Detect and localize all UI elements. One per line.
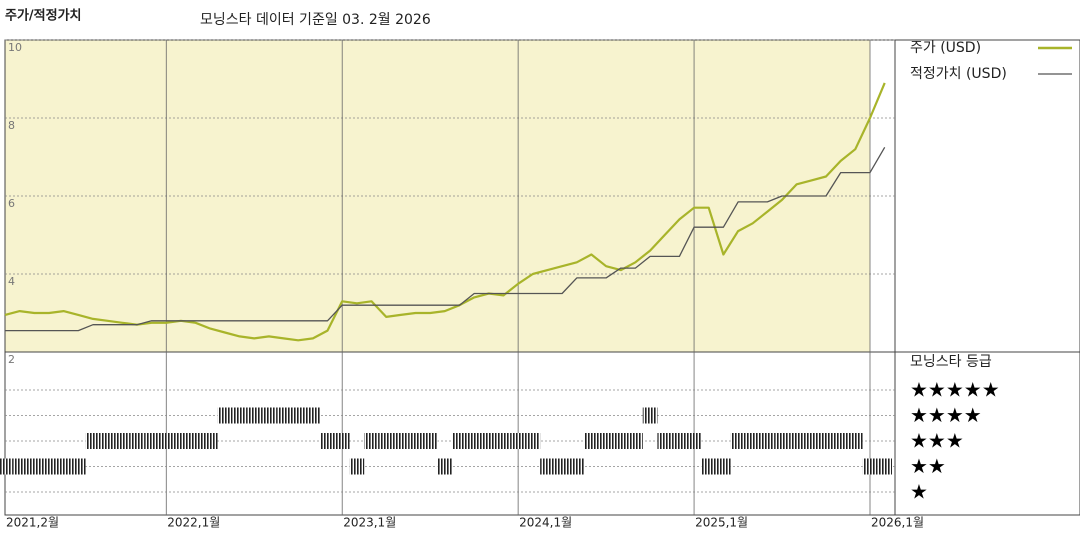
rating-bar <box>613 433 629 449</box>
x-tick-label: 2023,1월 <box>343 516 396 530</box>
x-tick-label: 2024,1월 <box>519 516 572 530</box>
rating-bar <box>364 433 379 449</box>
rating-bar <box>100 433 115 449</box>
rating-bar <box>716 458 731 475</box>
legend-label: 적정가치 (USD) <box>910 66 1007 82</box>
rating-bar <box>818 433 834 449</box>
rating-bar <box>320 433 335 449</box>
rating-bar <box>628 433 643 449</box>
x-tick-label: 2025,1월 <box>695 516 748 530</box>
rating-bar <box>114 433 130 449</box>
rating-bar <box>202 433 218 449</box>
rating-bar <box>12 458 27 475</box>
rating-level-label: ★★★★ <box>910 403 982 427</box>
y-tick-label: 10 <box>8 41 22 54</box>
rating-bar <box>305 407 321 424</box>
rating-bar <box>70 458 86 475</box>
rating-bar <box>217 407 233 424</box>
rating-bar <box>158 433 174 449</box>
chart-subtitle: 모닝스타 데이터 기준일 03. 2월 2026 <box>200 12 431 28</box>
rating-title: 모닝스타 등급 <box>910 354 992 370</box>
rating-bar <box>0 458 13 475</box>
rating-bar <box>833 433 849 449</box>
rating-bar <box>393 433 409 449</box>
rating-bar <box>290 407 306 424</box>
rating-bar <box>144 433 159 449</box>
y-tick-label: 2 <box>8 353 15 366</box>
legend-label: 주가 (USD) <box>910 40 981 56</box>
rating-bar <box>481 433 497 449</box>
rating-level-label: ★★★★★ <box>910 378 1000 402</box>
rating-bar <box>554 458 570 475</box>
rating-level-label: ★★ <box>910 454 946 478</box>
series-line <box>5 146 886 332</box>
rating-bar <box>26 458 42 475</box>
y-tick-label: 6 <box>8 197 15 210</box>
series-line <box>4 82 886 342</box>
rating-bar <box>877 458 892 475</box>
rating-bar <box>85 433 101 449</box>
rating-bar <box>437 458 453 475</box>
rating-bar <box>261 407 277 424</box>
rating-bar <box>188 433 203 449</box>
rating-bar <box>129 433 145 449</box>
rating-bar <box>540 458 555 475</box>
rating-bar <box>422 433 438 449</box>
rating-bar <box>701 458 717 475</box>
rating-bar <box>334 433 350 449</box>
rating-level-label: ★ <box>910 480 928 504</box>
rating-bar <box>804 433 819 449</box>
rating-bar <box>760 433 775 449</box>
rating-bar <box>349 458 365 475</box>
rating-bar <box>789 433 805 449</box>
rating-bar <box>41 458 57 475</box>
chart-title: 주가/적정가치 <box>5 8 82 24</box>
rating-bar <box>642 407 658 424</box>
rating-bar <box>862 458 878 475</box>
rating-bar <box>686 433 702 449</box>
rating-bar <box>569 458 585 475</box>
rating-bar <box>598 433 614 449</box>
rating-bar <box>466 433 482 449</box>
rating-bar <box>173 433 189 449</box>
y-tick-label: 4 <box>8 275 15 288</box>
rating-bar <box>510 433 526 449</box>
rating-bar <box>496 433 511 449</box>
rating-bar <box>525 433 541 449</box>
rating-bar <box>56 458 71 475</box>
rating-bar <box>657 433 673 449</box>
x-tick-label: 2022,1월 <box>167 516 220 530</box>
rating-level-label: ★★★ <box>910 429 964 453</box>
rating-bar <box>276 407 291 424</box>
rating-bar <box>378 433 394 449</box>
rating-bar <box>408 433 423 449</box>
rating-bar <box>584 433 599 449</box>
x-tick-label: 2021,2월 <box>6 516 59 530</box>
rating-bar <box>745 433 761 449</box>
rating-bar <box>848 433 863 449</box>
rating-bar <box>452 433 467 449</box>
x-tick-label: 2026,1월 <box>871 516 924 530</box>
rating-bar <box>672 433 687 449</box>
rating-bar <box>232 407 247 424</box>
rating-bar <box>774 433 790 449</box>
rating-bar <box>730 433 746 449</box>
y-tick-label: 8 <box>8 119 15 132</box>
rating-bar <box>246 407 262 424</box>
